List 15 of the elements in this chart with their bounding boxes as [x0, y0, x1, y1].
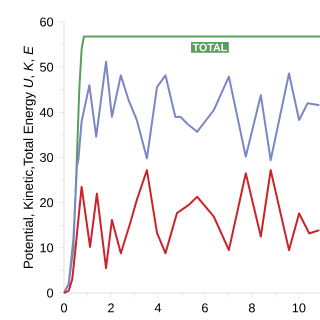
y-axis-title: Potential, Kinetic,Total Energy U, K, E	[23, 46, 36, 268]
y-tick-label: 0	[47, 288, 54, 298]
x-tick-label: 8	[248, 303, 255, 312]
series-label: TOTAL	[192, 44, 227, 52]
x-tick-label: 4	[154, 303, 162, 312]
y-tick-label: 30	[40, 153, 54, 162]
y-tick-label: 20	[40, 198, 54, 208]
x-tick-label: 2	[108, 303, 114, 312]
y-tick-label: 50	[40, 62, 54, 72]
x-tick-label: 10	[292, 303, 306, 312]
y-tick-label: 60	[40, 18, 54, 26]
y-tick-label: 40	[40, 108, 54, 117]
x-tick-label: 0	[60, 303, 68, 312]
x-tick-label: 6	[202, 303, 208, 312]
y-tick-label: 10	[40, 243, 54, 252]
